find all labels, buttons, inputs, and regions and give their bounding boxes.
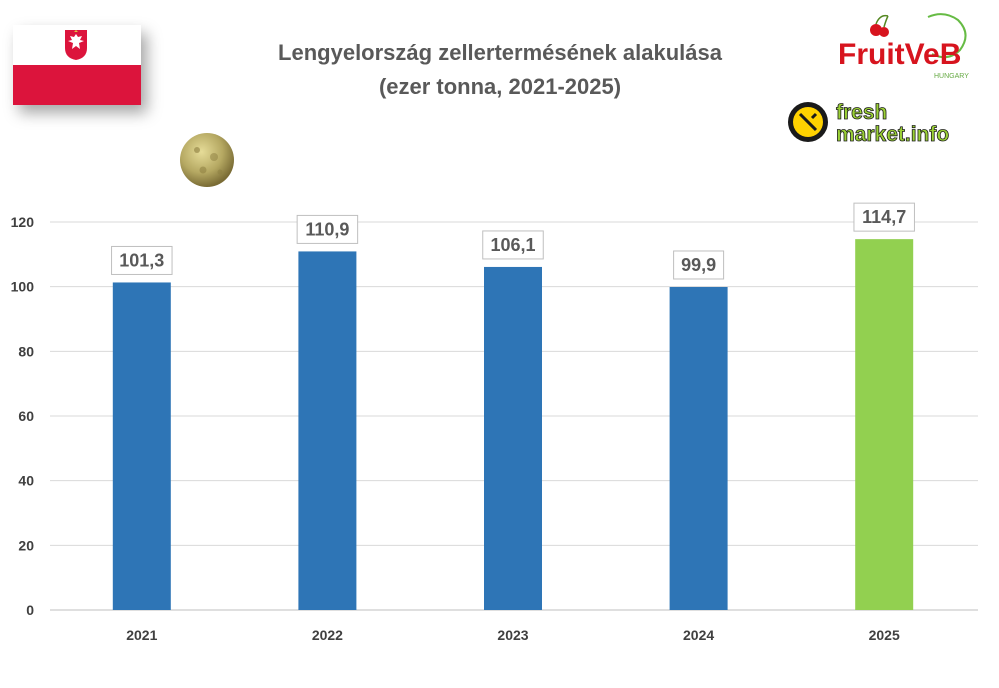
x-tick-label: 2024 [683,627,714,643]
y-tick-label: 100 [11,279,35,295]
data-label-box [673,250,725,280]
freshmarket-logo: fresh market.info [788,101,950,146]
bar-2022 [298,251,357,610]
cherry-icon [870,24,882,36]
y-tick-label: 40 [18,473,34,489]
y-tick-label: 0 [26,602,34,618]
eagle-emblem-icon [65,30,87,60]
y-tick-label: 120 [11,214,35,230]
bar-2024 [669,286,728,610]
bar-2021 [112,282,171,610]
chart-title-line1: Lengyelország zellertermésének alakulása [278,40,722,65]
y-tick-label: 80 [18,343,34,359]
y-tick-label: 60 [18,408,34,424]
fruitveb-logo: FruitVeB HUNGARY [838,13,969,80]
x-tick-label: 2023 [497,627,528,643]
data-label-box [111,245,173,275]
fruitveb-text: FruitVeB [838,38,961,71]
celeriac-image [180,133,234,187]
bars [112,239,914,611]
y-tick-label: 20 [18,537,34,553]
data-label: 106,1 [490,235,535,255]
freshmarket-bottom-text: market.info [836,123,949,146]
data-label: 99,9 [681,255,716,275]
data-label-box [296,214,359,244]
x-axis-ticks: 2021 2022 2023 2024 2025 [126,627,900,643]
freshmarket-top-text: fresh [836,101,887,124]
fruitveb-sub-text: HUNGARY [934,73,969,80]
data-label-box [482,230,544,260]
data-label-box [853,202,915,232]
data-label: 101,3 [119,250,164,270]
data-label: 114,7 [862,207,906,227]
chart-title-line2: (ezer tonna, 2021-2025) [378,74,622,99]
x-tick-label: 2022 [312,627,343,643]
chart-title: Lengyelország zellertermésének alakulása… [200,36,800,104]
bar-2023 [484,266,542,610]
poland-flag [13,25,141,105]
y-axis-ticks: 0 20 40 60 80 100 120 [11,214,35,618]
data-label: 110,9 [305,219,349,239]
x-tick-label: 2021 [126,627,157,643]
x-tick-label: 2025 [869,627,900,643]
bar-2025 [855,239,914,611]
data-labels: 101,3 110,9 106,1 99,9 114,7 [111,202,915,280]
